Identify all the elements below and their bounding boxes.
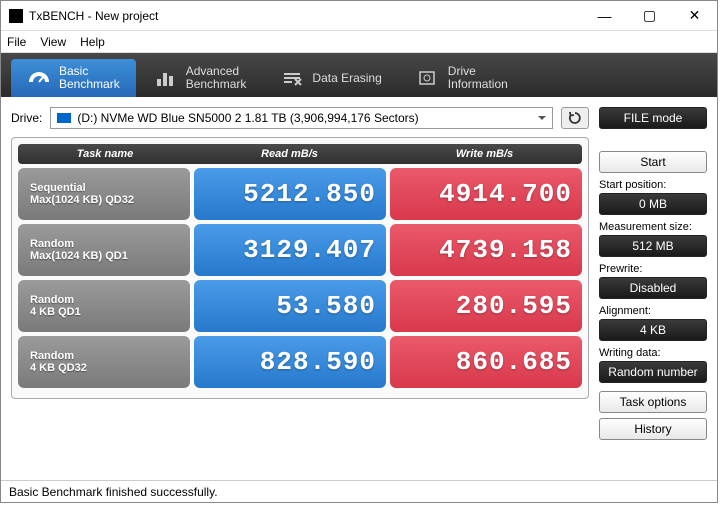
history-button[interactable]: History bbox=[599, 418, 707, 440]
result-row: SequentialMax(1024 KB) QD325212.8504914.… bbox=[18, 168, 582, 220]
tab-label: Drive Information bbox=[448, 65, 508, 91]
drive-select[interactable]: (D:) NVMe WD Blue SN5000 2 1.81 TB (3,90… bbox=[50, 107, 553, 129]
drive-label: Drive: bbox=[11, 111, 42, 125]
write-value: 860.685 bbox=[390, 336, 582, 388]
menubar: File View Help bbox=[1, 31, 717, 53]
prewrite-label: Prewrite: bbox=[599, 263, 707, 275]
window-title: TxBENCH - New project bbox=[29, 9, 582, 23]
task-name-cell: Random4 KB QD1 bbox=[18, 280, 190, 332]
task-name-cell: Random4 KB QD32 bbox=[18, 336, 190, 388]
write-value: 4914.700 bbox=[390, 168, 582, 220]
read-value: 53.580 bbox=[194, 280, 386, 332]
tab-basic-benchmark[interactable]: Basic Benchmark bbox=[11, 59, 136, 97]
side-panel: FILE mode Start Start position: 0 MB Mea… bbox=[599, 107, 707, 480]
header-task: Task name bbox=[18, 144, 192, 164]
maximize-button[interactable]: ▢ bbox=[627, 1, 672, 30]
start-button[interactable]: Start bbox=[599, 151, 707, 173]
writing-data-label: Writing data: bbox=[599, 347, 707, 359]
refresh-icon bbox=[567, 110, 583, 126]
alignment-label: Alignment: bbox=[599, 305, 707, 317]
measurement-size-label: Measurement size: bbox=[599, 221, 707, 233]
menu-help[interactable]: Help bbox=[80, 35, 105, 49]
gauge-icon bbox=[27, 68, 51, 88]
result-row: Random4 KB QD153.580280.595 bbox=[18, 280, 582, 332]
close-button[interactable]: ✕ bbox=[672, 1, 717, 30]
window: TxBENCH - New project — ▢ ✕ File View He… bbox=[0, 0, 718, 503]
prewrite-value[interactable]: Disabled bbox=[599, 277, 707, 299]
results-grid: Task name Read mB/s Write mB/s Sequentia… bbox=[11, 137, 589, 399]
app-icon bbox=[9, 9, 23, 23]
result-row: RandomMax(1024 KB) QD13129.4074739.158 bbox=[18, 224, 582, 276]
read-value: 828.590 bbox=[194, 336, 386, 388]
read-value: 5212.850 bbox=[194, 168, 386, 220]
status-bar: Basic Benchmark finished successfully. bbox=[1, 480, 717, 502]
drive-selected: (D:) NVMe WD Blue SN5000 2 1.81 TB (3,90… bbox=[77, 111, 418, 125]
write-value: 280.595 bbox=[390, 280, 582, 332]
tab-advanced-benchmark[interactable]: Advanced Benchmark bbox=[138, 59, 263, 97]
writing-data-value[interactable]: Random number bbox=[599, 361, 707, 383]
file-mode-button[interactable]: FILE mode bbox=[599, 107, 707, 129]
task-name-cell: RandomMax(1024 KB) QD1 bbox=[18, 224, 190, 276]
refresh-button[interactable] bbox=[561, 107, 589, 129]
start-position-value[interactable]: 0 MB bbox=[599, 193, 707, 215]
measurement-size-value[interactable]: 512 MB bbox=[599, 235, 707, 257]
header-write: Write mB/s bbox=[387, 144, 582, 164]
header-row: Task name Read mB/s Write mB/s bbox=[18, 144, 582, 164]
body: Drive: (D:) NVMe WD Blue SN5000 2 1.81 T… bbox=[1, 97, 717, 480]
status-text: Basic Benchmark finished successfully. bbox=[9, 485, 218, 499]
tab-drive-information[interactable]: Drive Information bbox=[400, 59, 524, 97]
menu-view[interactable]: View bbox=[40, 35, 66, 49]
tab-label: Data Erasing bbox=[312, 71, 381, 85]
hdd-icon bbox=[57, 113, 71, 123]
alignment-value[interactable]: 4 KB bbox=[599, 319, 707, 341]
erase-icon bbox=[280, 68, 304, 88]
start-position-label: Start position: bbox=[599, 179, 707, 191]
header-read: Read mB/s bbox=[192, 144, 387, 164]
tab-label: Basic Benchmark bbox=[59, 65, 120, 91]
titlebar: TxBENCH - New project — ▢ ✕ bbox=[1, 1, 717, 31]
drive-row: Drive: (D:) NVMe WD Blue SN5000 2 1.81 T… bbox=[11, 107, 589, 129]
write-value: 4739.158 bbox=[390, 224, 582, 276]
result-row: Random4 KB QD32828.590860.685 bbox=[18, 336, 582, 388]
task-options-button[interactable]: Task options bbox=[599, 391, 707, 413]
drive-icon bbox=[416, 68, 440, 88]
tab-bar: Basic Benchmark Advanced Benchmark Data … bbox=[1, 53, 717, 97]
window-controls: — ▢ ✕ bbox=[582, 1, 717, 30]
task-name-cell: SequentialMax(1024 KB) QD32 bbox=[18, 168, 190, 220]
tab-data-erasing[interactable]: Data Erasing bbox=[264, 59, 397, 97]
read-value: 3129.407 bbox=[194, 224, 386, 276]
menu-file[interactable]: File bbox=[7, 35, 26, 49]
tab-label: Advanced Benchmark bbox=[186, 65, 247, 91]
minimize-button[interactable]: — bbox=[582, 1, 627, 30]
main-column: Drive: (D:) NVMe WD Blue SN5000 2 1.81 T… bbox=[11, 107, 589, 480]
bars-icon bbox=[154, 68, 178, 88]
